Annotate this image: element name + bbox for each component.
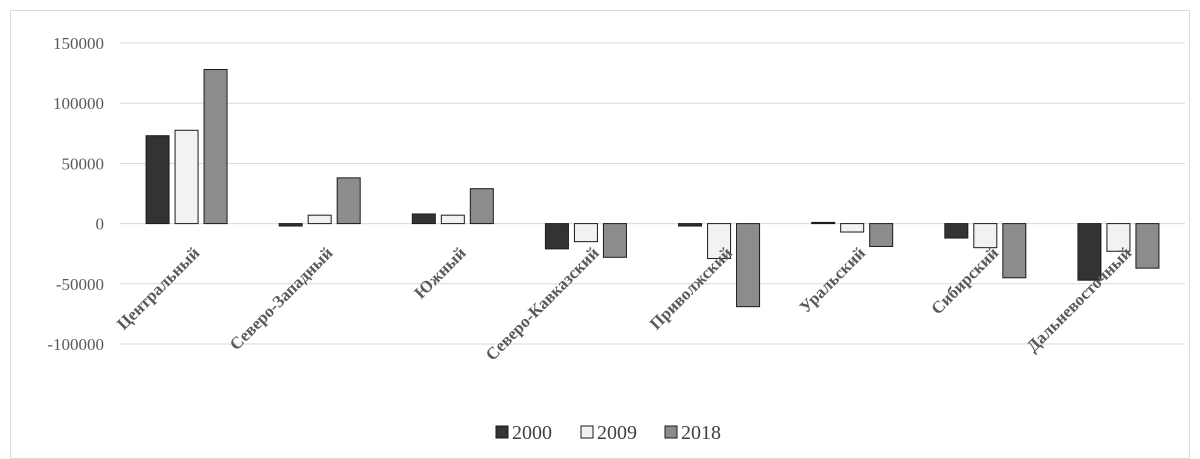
legend-swatch (580, 425, 594, 439)
y-tick-label: -100000 (47, 335, 104, 354)
category-label: Южный (411, 243, 470, 302)
y-tick-label: 0 (96, 215, 105, 234)
y-tick-label: -50000 (56, 275, 104, 294)
legend-swatch (664, 425, 678, 439)
bar-2018 (203, 68, 228, 225)
category-label: Сибирский (927, 243, 1002, 318)
bar-2000 (544, 223, 569, 250)
category-label: Северо-Западный (226, 243, 337, 354)
y-tick-label: 150000 (53, 34, 104, 53)
bar-2009 (573, 223, 598, 243)
bar-2018 (336, 177, 361, 225)
category-label: Уральский (796, 243, 869, 316)
bar-2018 (736, 223, 761, 308)
bar-2009 (707, 223, 732, 260)
bar-2000 (145, 135, 170, 225)
bar-2009 (440, 214, 465, 225)
bars (145, 68, 1160, 308)
bar-2000 (678, 223, 703, 227)
legend-swatch (495, 425, 509, 439)
legend-label: 2000 (512, 422, 552, 444)
bar-2000 (411, 213, 436, 225)
bar-2009 (307, 214, 332, 225)
bar-2000 (944, 223, 969, 239)
category-labels: Центральный Северо-Западный Южный Северо-Ка… (113, 243, 1135, 364)
category-label: Северо-Кавказский (482, 243, 603, 364)
bar-2009 (973, 223, 998, 249)
category-label: Приволжский (646, 243, 736, 333)
bar-2000 (1077, 223, 1102, 281)
category-label: Центральный (113, 243, 203, 333)
y-tick-label: 100000 (53, 94, 104, 113)
bar-2018 (869, 223, 894, 247)
legend-label: 2009 (597, 422, 637, 444)
bar-2009 (1106, 223, 1131, 252)
bar-2009 (840, 223, 865, 233)
y-tick-label: 50000 (62, 154, 105, 173)
y-axis-ticks: 150000 100000 50000 0 -50000 -100000 (47, 34, 104, 354)
bar-2000 (278, 223, 303, 227)
bar-2018 (602, 223, 627, 258)
bar-2009 (174, 129, 199, 225)
legend-label: 2018 (681, 422, 721, 444)
legend: 2000 2009 2018 (495, 422, 721, 444)
bar-2000 (811, 221, 836, 225)
bar-2018 (1002, 223, 1027, 279)
gridlines (120, 42, 1185, 345)
bar-2018 (1135, 223, 1160, 269)
bar-2018 (469, 188, 494, 225)
